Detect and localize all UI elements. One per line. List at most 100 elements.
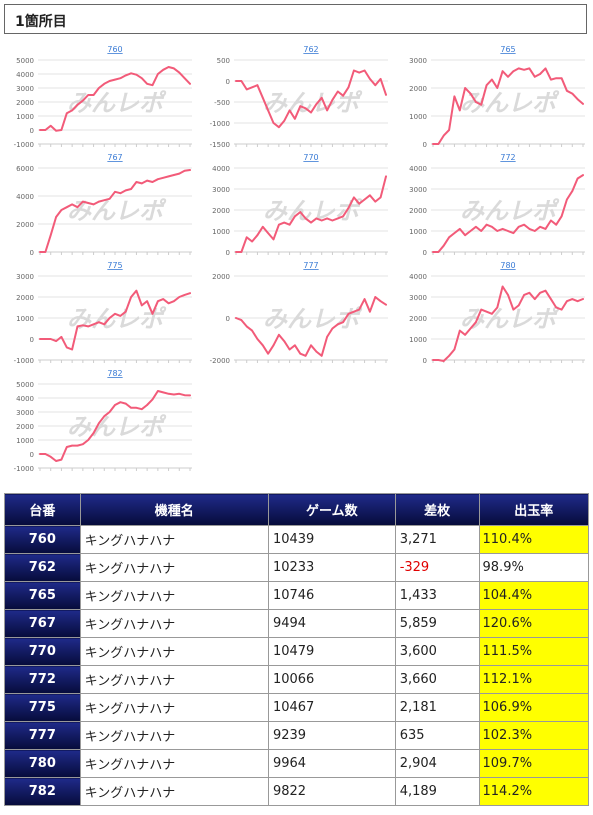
data-point [448, 236, 450, 239]
machine-number-cell[interactable]: 767 [4, 609, 81, 638]
data-point [157, 73, 159, 75]
chart-title-link[interactable]: 777 [303, 261, 318, 270]
machine-number-cell[interactable]: 775 [4, 693, 81, 722]
games-cell: 10066 [267, 665, 396, 694]
data-point [240, 251, 243, 253]
data-point [98, 422, 100, 424]
data-point [140, 304, 143, 307]
data-point [507, 76, 509, 78]
chart-panel-765: 3000 2000 1000 0 みんレポ 765 [397, 42, 592, 160]
data-point [571, 92, 574, 95]
chart-title-link[interactable]: 760 [107, 45, 122, 54]
data-point [528, 67, 531, 70]
data-point [92, 432, 95, 434]
diff-cell: 3,660 [394, 665, 480, 694]
chart-svg: 3000 2000 1000 0 -1000 みんレポ 775 [14, 261, 192, 365]
data-point [76, 206, 79, 208]
data-point [491, 78, 493, 81]
data-point [369, 310, 371, 313]
watermark-logo: みんレポ [67, 89, 167, 117]
data-point [437, 251, 440, 253]
diff-cell: 5,859 [394, 609, 480, 638]
ytick-label: 3000 [16, 409, 34, 417]
chart-panel-777: 2000 0 -2000 みんレポ 777 [200, 258, 395, 376]
data-point [146, 179, 148, 182]
ytick-label: 4000 [16, 395, 34, 403]
chart-panel-762: 500 0 -500 -1000 -1500 みんレポ 762 [200, 42, 395, 160]
data-point [512, 308, 515, 311]
data-point [71, 444, 73, 447]
chart-title-link[interactable]: 782 [107, 369, 122, 378]
data-point [82, 324, 84, 327]
machine-number-cell[interactable]: 760 [4, 525, 81, 554]
rate-cell: 109.7% [478, 749, 590, 778]
data-point [272, 122, 275, 124]
data-point [65, 446, 68, 448]
machine-number-cell[interactable]: 780 [4, 749, 81, 778]
chart-svg: 5000 4000 3000 2000 1000 0 -1000 みんレポ 782 [14, 369, 192, 473]
data-point [55, 460, 57, 462]
data-point [320, 355, 323, 357]
data-point [162, 298, 165, 300]
chart-title-link[interactable]: 780 [500, 261, 515, 270]
chart-panel-770: 4000 3000 2000 1000 0 みんレポ 770 [200, 150, 395, 268]
ytick-label: 0 [226, 78, 230, 86]
data-point [555, 77, 558, 79]
machine-number-cell[interactable]: 782 [4, 777, 81, 806]
data-point [235, 80, 237, 82]
data-point [103, 323, 106, 326]
chart-title-link[interactable]: 767 [107, 153, 122, 162]
data-point [331, 219, 334, 222]
data-point [437, 359, 440, 361]
chart-title-link[interactable]: 772 [500, 153, 515, 162]
ytick-label: 3000 [16, 273, 34, 281]
data-point [178, 296, 181, 298]
chart-title-link[interactable]: 775 [107, 261, 122, 270]
data-point [358, 308, 361, 311]
data-point [251, 240, 253, 243]
watermark-logo: みんレポ [460, 305, 560, 333]
data-point [448, 355, 450, 357]
ytick-label: 1000 [212, 228, 230, 236]
ytick-label: 0 [226, 315, 230, 323]
data-point [555, 223, 558, 226]
machine-number-cell[interactable]: 777 [4, 721, 81, 750]
data-point [44, 129, 47, 131]
data-point [267, 232, 269, 234]
chart-svg: 5000 4000 3000 2000 1000 0 -1000 みんレポ 760 [14, 45, 192, 149]
data-point [310, 111, 312, 114]
data-point [528, 292, 531, 294]
chart-title-link[interactable]: 770 [303, 153, 318, 162]
chart-title-link[interactable]: 765 [500, 45, 515, 54]
machine-number-cell[interactable]: 770 [4, 637, 81, 666]
data-point [582, 174, 584, 176]
data-point [60, 458, 63, 461]
data-point [98, 200, 100, 203]
table-row: 775 キングハナハナ 10467 2,181 106.9% [4, 693, 590, 722]
chart-title-link[interactable]: 762 [303, 45, 318, 54]
data-point [363, 69, 366, 72]
data-point [464, 334, 466, 336]
data-point [82, 99, 84, 102]
data-point [336, 217, 339, 220]
ytick-label: 4000 [16, 71, 34, 79]
data-point [135, 181, 138, 183]
machine-number-cell[interactable]: 772 [4, 665, 81, 694]
data-point [485, 310, 488, 313]
data-point [491, 313, 493, 315]
data-point [576, 300, 579, 302]
data-point [358, 202, 361, 205]
data-point [448, 129, 450, 131]
data-point [544, 67, 547, 70]
machine-number-cell[interactable]: 762 [4, 553, 81, 582]
data-point [566, 90, 568, 92]
data-point [55, 129, 57, 132]
data-point [49, 338, 52, 340]
data-point [480, 308, 483, 311]
data-point [555, 306, 558, 309]
watermark-logo: みんレポ [263, 89, 363, 117]
machine-number-cell[interactable]: 765 [4, 581, 81, 610]
chart-panel-767: 6000 4000 2000 0 みんレポ 767 [4, 150, 199, 268]
data-point [342, 321, 344, 323]
